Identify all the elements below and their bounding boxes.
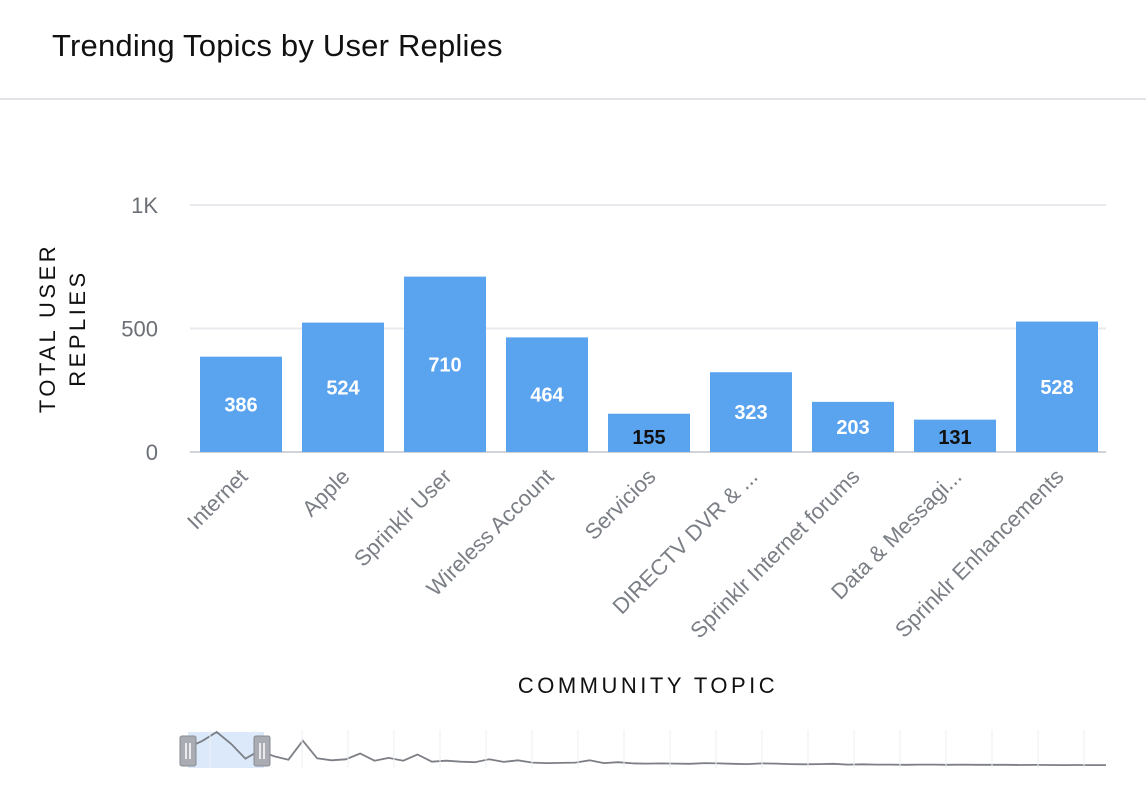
navigator-right-handle[interactable] <box>253 735 271 767</box>
data-label: 528 <box>1040 377 1073 399</box>
y-axis-title-line-1: TOTAL USER <box>35 243 60 413</box>
navigator-line <box>187 730 1106 767</box>
y-axis-title-line-2: REPLIES <box>65 269 90 386</box>
y-tick-label: 1K <box>131 193 158 218</box>
data-label: 464 <box>530 385 564 407</box>
bar[interactable] <box>404 276 486 452</box>
bar[interactable] <box>608 413 690 452</box>
bar[interactable] <box>506 337 588 452</box>
bar[interactable] <box>1016 321 1098 452</box>
y-axis-title: TOTAL USER REPLIES <box>35 243 90 413</box>
y-axis-ticks: 0 500 1K <box>121 193 158 465</box>
x-axis-title: COMMUNITY TOPIC <box>518 673 778 698</box>
range-navigator[interactable] <box>179 730 1106 768</box>
bar[interactable] <box>200 356 282 452</box>
x-tick-label: Apple <box>297 464 354 521</box>
handle-body[interactable] <box>179 735 197 767</box>
navigator-left-handle[interactable] <box>179 735 197 767</box>
data-label: 131 <box>938 427 971 449</box>
chart-header: Trending Topics by User Replies <box>0 0 1146 100</box>
handle-body[interactable] <box>253 735 271 767</box>
navigator-selection[interactable] <box>188 732 264 768</box>
data-label: 323 <box>734 402 767 424</box>
bar[interactable] <box>914 419 996 452</box>
bar[interactable] <box>302 322 384 452</box>
data-label: 203 <box>836 417 869 439</box>
bars-group: 386 524 710 464 155 323 203 131 528 <box>200 276 1098 452</box>
x-tick-label: Sprinklr User <box>349 464 457 572</box>
y-tick-label: 0 <box>146 440 158 465</box>
x-tick-label: Internet <box>182 464 252 534</box>
x-tick-label: Sprinklr Internet forums <box>685 464 864 643</box>
data-label: 524 <box>326 377 360 399</box>
data-label: 710 <box>428 354 461 376</box>
x-tick-label: Sprinklr Enhancements <box>890 464 1069 643</box>
data-label: 155 <box>632 427 665 449</box>
bar[interactable] <box>710 372 792 452</box>
x-tick-label: Servicios <box>580 464 661 545</box>
data-label: 386 <box>224 394 257 416</box>
chart-title: Trending Topics by User Replies <box>52 28 503 63</box>
bar[interactable] <box>812 401 894 452</box>
y-tick-label: 500 <box>121 317 158 342</box>
